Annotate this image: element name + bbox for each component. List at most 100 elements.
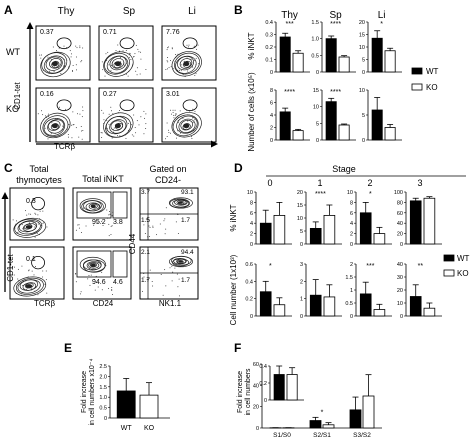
d-num-chart-1-tick-label: 0.6 (245, 262, 253, 268)
d-pct-chart-1-tick-label: 0 (250, 242, 253, 248)
c-cd24-plot-1-core (90, 204, 96, 208)
a-plot-r2c3-event (169, 132, 171, 134)
a-plot-r2c3-event (165, 138, 167, 140)
d-num-chart-1-tick-label: 0.2 (245, 297, 253, 303)
c-thy-plot-1-contour (23, 223, 37, 232)
a-plot-r2c3-event (178, 130, 180, 132)
c-thy-plot-2-core (25, 284, 33, 288)
d-pct-chart-3-tick-label: 8 (350, 200, 353, 206)
f-ylabel-1: Fold increase (237, 371, 244, 413)
c-cd24-plot-1-event (106, 209, 108, 211)
e-category-label: KO (144, 425, 155, 432)
panel-letter-b: B (234, 3, 243, 17)
a-plot-r2c2-event (101, 136, 103, 138)
a-plot-r2c1-event (71, 137, 73, 139)
a-plot-r1c2-contour (103, 51, 134, 77)
a-plot-r1c2-event (130, 58, 132, 60)
f-category-label: S1/S0 (273, 432, 291, 439)
a-plot-r1c1-event (66, 59, 68, 61)
e-chart-tick-label: 2.5 (99, 364, 107, 370)
a-plot-r2c1-event (76, 113, 78, 115)
c-nk-plot-2-event (165, 285, 167, 287)
c-nk-plot-2-event (172, 271, 174, 273)
d-pct-chart-2-tick-label: 10 (297, 216, 303, 222)
c-nk-plot-2-event (178, 295, 180, 297)
a-plot-r1c1-event (39, 54, 41, 56)
d-num-chart-4-tick-label: 10 (397, 301, 403, 307)
a-plot-r2c1-event (81, 116, 83, 118)
a-plot-r2c2-event (135, 132, 137, 134)
a-plot-r1c1-event (58, 71, 60, 73)
c-thy-plot-1-event (33, 226, 35, 228)
b-num-chart-1-tick-label: 2 (270, 126, 273, 132)
a-plot-r2c3-event (175, 137, 177, 139)
a-plot-r2c2-event (131, 134, 133, 136)
a-plot-r2c2-frame (98, 87, 154, 143)
d-stage-label-0: 0 (267, 178, 272, 188)
a-plot-r1c2-contour (111, 58, 125, 69)
c-cd24-plot-1-event (96, 222, 98, 224)
c-thy-plot-1-gate (31, 196, 45, 211)
a-plot-r1c1-event (55, 50, 57, 52)
d-pct-chart-3-tick-label: 0 (350, 242, 353, 248)
legend-d-ko-swatch (443, 269, 455, 277)
d-num-chart-2: 0 1 2 3 (300, 262, 342, 320)
e-chart-tick-label: 1.0 (99, 395, 107, 401)
c-nk-plot-2-event (141, 290, 143, 292)
a-plot-r2c1-event (67, 133, 69, 135)
d-num-chart-3-bar-wt (359, 293, 372, 317)
d-ylabel-pct: % iNKT (229, 204, 238, 231)
c-cd24-plot-2-event (89, 284, 91, 286)
a-plot-r2c3-event (177, 120, 179, 122)
a-plot-r1c1-event (46, 60, 48, 62)
a-plot-r2c2-event (119, 124, 121, 126)
c-thy-plot-2-contour (15, 277, 44, 295)
a-plot-r2c2-event (117, 112, 119, 114)
f-inset-chart-bar-ko (286, 374, 298, 401)
a-plot-r1c1-event (53, 71, 55, 73)
c-cd24-plot-1-contour (85, 202, 101, 212)
b-pct-chart-1-bar-wt (279, 36, 291, 73)
a-plot-r2c3-event (187, 120, 189, 122)
c-nk-plot-2-event (171, 265, 173, 267)
d-num-chart-1-bar-wt (259, 291, 272, 317)
d-pct-chart-2-bar-wt (309, 227, 322, 245)
a-plot-r1c1-event (54, 65, 56, 67)
a-plot-r2c2-gate (119, 99, 135, 112)
a-plot-r2c2-event (110, 106, 112, 108)
f-inset-chart-bar-wt (273, 374, 285, 401)
a-plot-r2c2-event (136, 120, 138, 122)
a-plot-r2c2-event (130, 124, 132, 126)
a-plot-r1c3-event (168, 67, 170, 69)
c-thy-pct-1: 0.3 (26, 198, 36, 205)
c-thy-plot-1-event (34, 236, 36, 238)
legend-b-wt-label: WT (426, 67, 439, 76)
d-num-chart-4-bar-wt (409, 296, 422, 317)
a-plot-r2c3-event (167, 129, 169, 131)
c-thy-plot-2-event (34, 265, 36, 267)
a-plot-r2c1-event (50, 132, 52, 134)
a-plot-r1c3-event (197, 44, 199, 46)
a-plot-r2c1-event (69, 126, 71, 128)
c-q2-bl: 1.7 (141, 277, 150, 284)
d-num-chart-1-significance: * (269, 263, 272, 270)
a-plot-r1c2-event (132, 64, 134, 66)
panel-letter-d: D (234, 161, 243, 175)
c-thy-plot-1-event (42, 210, 44, 212)
d-num-chart-3-tick-label: 0.5 (345, 301, 353, 307)
a-plot-r1c3-event (167, 61, 169, 63)
a-plot-r2c2-event (112, 113, 114, 115)
c-cd24-plot-1-event (108, 214, 110, 216)
c-nk-plot-1-event (164, 218, 166, 220)
c-cd24-plot-1-contour (79, 198, 106, 214)
a-plot-r2c1-event (37, 113, 39, 115)
c-xlabel-cd24: CD24 (93, 299, 114, 308)
a-plot-r1c2-event (135, 44, 137, 46)
a-plot-r1c1-core (51, 61, 58, 67)
a-plot-r2c2-event (143, 110, 145, 112)
legend-d-ko-label: KO (457, 269, 469, 278)
a-x-arrowhead (211, 140, 218, 148)
a-plot-r2c2-event (112, 131, 114, 133)
d-num-chart-2-bar-wt (309, 294, 322, 317)
c-cd24-plot-2-core (90, 263, 96, 267)
